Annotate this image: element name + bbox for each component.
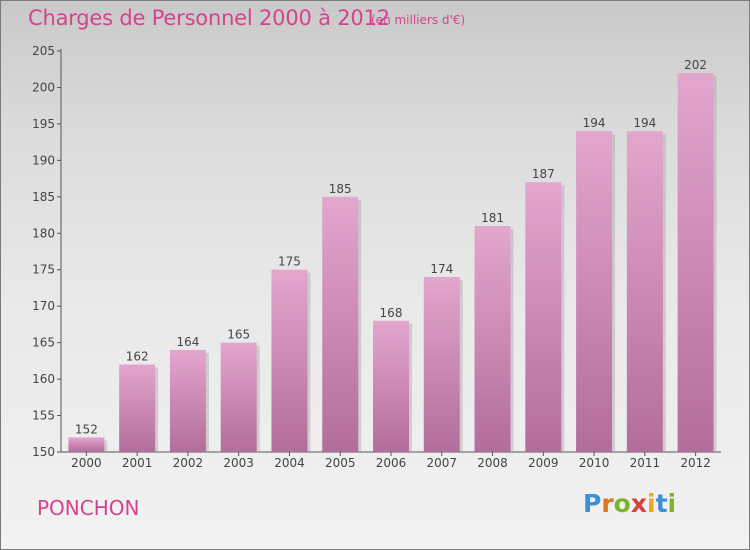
data-label: 174	[430, 262, 453, 276]
data-label: 162	[126, 350, 149, 364]
x-tick-label: 2006	[376, 456, 407, 470]
data-label: 187	[532, 167, 555, 181]
data-label: 165	[227, 328, 250, 342]
x-tick-label: 2011	[630, 456, 661, 470]
y-tick-label: 175	[32, 263, 55, 277]
chart-subtitle: (en milliers d'€)	[371, 13, 466, 27]
bar-2010	[576, 131, 613, 452]
bar-2001	[119, 364, 156, 452]
x-tick-label: 2008	[477, 456, 508, 470]
x-tick-label: 2000	[71, 456, 102, 470]
x-tick-label: 2009	[528, 456, 559, 470]
data-label: 185	[329, 182, 352, 196]
bar-2004	[271, 269, 308, 452]
proxiti-logo: Proxiti	[583, 489, 677, 518]
bar-2002	[169, 349, 206, 452]
chart-title: Charges de Personnel 2000 à 2012	[28, 6, 390, 30]
y-tick-label: 200	[32, 80, 55, 94]
data-label: 181	[481, 211, 504, 225]
data-label: 194	[583, 116, 606, 130]
x-tick-label: 2012	[680, 456, 711, 470]
data-label: 152	[75, 422, 98, 436]
bar-2007	[423, 277, 460, 452]
bar-2003	[220, 342, 257, 452]
bar-2011	[626, 131, 663, 452]
bar-2012	[677, 72, 714, 452]
y-tick-label: 160	[32, 372, 55, 386]
y-tick-label: 185	[32, 190, 55, 204]
x-tick-label: 2004	[274, 456, 305, 470]
data-label: 168	[380, 306, 403, 320]
bar-2005	[322, 196, 359, 452]
y-tick-label: 195	[32, 117, 55, 131]
y-tick-label: 165	[32, 336, 55, 350]
commune-name: PONCHON	[37, 496, 140, 520]
data-label: 202	[684, 58, 707, 72]
x-tick-label: 2007	[426, 456, 457, 470]
y-tick-label: 170	[32, 299, 55, 313]
x-axis: 2000 2001 2002 2003 2004 2005 2006 2007 2008 2009…	[61, 451, 721, 470]
x-tick-label: 2003	[223, 456, 254, 470]
bar-2009	[525, 182, 562, 452]
x-tick-label: 2002	[173, 456, 204, 470]
y-tick-label: 180	[32, 226, 55, 240]
y-tick-label: 205	[32, 44, 55, 58]
x-tick-label: 2010	[579, 456, 610, 470]
data-label: 194	[633, 116, 656, 130]
data-label: 175	[278, 255, 301, 269]
y-axis: 150 155 160 165 170 175 180 185 190 195 200 205	[32, 44, 62, 459]
x-tick-label: 2005	[325, 456, 356, 470]
bar-2008	[474, 225, 511, 452]
data-labels: 152 162 164 165 175 185 168 174 181 187 194 194 202	[75, 58, 707, 437]
x-tick-label: 2001	[122, 456, 153, 470]
bars	[68, 72, 717, 452]
bar-2000	[68, 437, 105, 452]
y-tick-label: 155	[32, 409, 55, 423]
bar-2006	[373, 320, 409, 452]
y-tick-label: 150	[32, 445, 55, 459]
data-label: 164	[176, 335, 199, 349]
y-tick-label: 190	[32, 153, 55, 167]
